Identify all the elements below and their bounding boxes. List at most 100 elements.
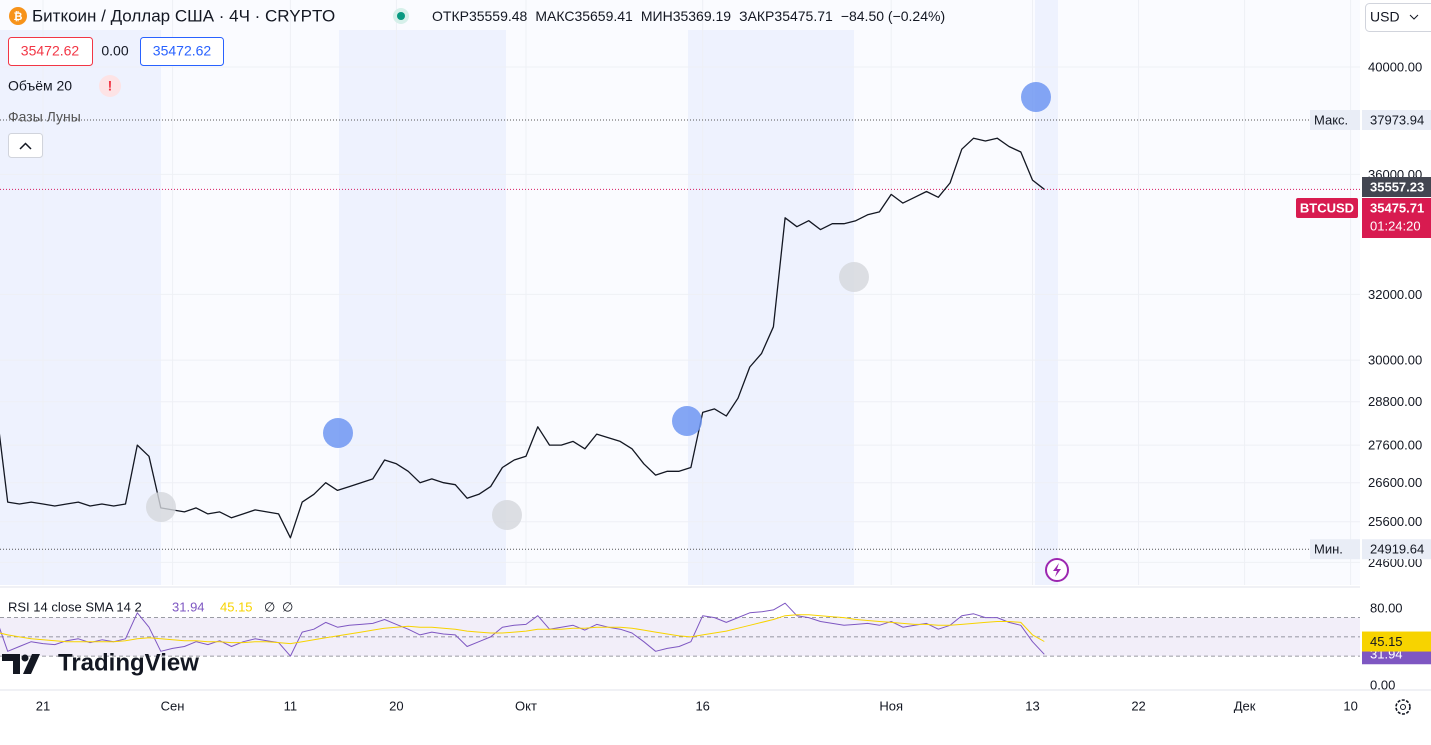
shade xyxy=(0,30,161,585)
ohlc-label: ЗАКР xyxy=(739,8,774,24)
price-layer xyxy=(0,0,1360,585)
x-tick-label: Сен xyxy=(161,698,185,713)
shade xyxy=(339,30,506,585)
extreme-value-bg xyxy=(1362,539,1431,560)
settings[interactable] xyxy=(1395,699,1411,715)
series-line xyxy=(0,614,1045,645)
extreme-label-bg xyxy=(1310,109,1360,130)
symbol-tag: BTCUSD xyxy=(1300,200,1354,215)
price-pane xyxy=(0,0,1360,585)
full-moon xyxy=(146,492,176,522)
rsi-legend-extra: ∅ xyxy=(282,599,293,614)
x-tick-label: Ноя xyxy=(879,698,903,713)
x-tick-label: Дек xyxy=(1234,698,1256,713)
y-tick-label: 32000.00 xyxy=(1368,287,1422,302)
shade xyxy=(688,30,854,585)
moon-cycle-shading xyxy=(0,0,1058,585)
status-dot xyxy=(397,12,405,20)
ohlc-value: 35659.41 xyxy=(574,8,633,24)
rsi-tick-label: 80.00 xyxy=(1370,600,1403,615)
dropdown-arrow xyxy=(1409,14,1419,20)
buy-button[interactable] xyxy=(140,37,224,66)
sell-button[interactable] xyxy=(8,37,93,66)
rsi-pane xyxy=(0,590,1360,690)
rsi-legend-extra: ∅ xyxy=(264,599,275,614)
coin-icon xyxy=(9,7,27,25)
shade xyxy=(1035,0,1058,585)
volume-indicator[interactable]: Объём 20 xyxy=(8,78,72,94)
alert-badge[interactable] xyxy=(99,75,121,97)
extreme-label: Макс. xyxy=(1314,112,1348,127)
rsi-legend-value: 31.94 xyxy=(172,599,205,614)
tag-layer: Макс. 37973.94 Мин. 24919.64 35557.23 BTCUSD 3… xyxy=(1296,109,1431,665)
prev-tag-bg xyxy=(1362,177,1431,198)
symbol-title[interactable]: Биткоин / Доллар США · 4Ч · CRYPTO xyxy=(32,6,335,25)
rsi-layer: RSI 14 close SMA 14 2 31.94 45.15 ∅ ∅ xyxy=(0,599,1360,657)
extreme-label-bg xyxy=(1310,539,1360,560)
x-tick-label: 11 xyxy=(284,698,298,713)
currency[interactable]: USD xyxy=(1370,9,1400,25)
x-tick-label: 21 xyxy=(36,698,50,713)
y-tick-label: 28800.00 xyxy=(1368,394,1422,409)
moon-phases xyxy=(146,82,1051,530)
x-tick-label: Окт xyxy=(515,698,537,713)
extreme-value-bg xyxy=(1362,109,1431,130)
rsi-tag-bg xyxy=(1362,631,1431,652)
new-moon xyxy=(323,418,353,448)
ohlc-value: 35559.48 xyxy=(469,8,528,24)
new-moon xyxy=(1021,82,1051,112)
x-tick-label: 22 xyxy=(1131,698,1145,713)
new-moon xyxy=(672,406,702,436)
logo: TradingView xyxy=(2,649,199,676)
x-tick-label: 20 xyxy=(389,698,403,713)
gear[interactable] xyxy=(1395,699,1411,715)
symbol-tag-bg xyxy=(1296,198,1358,219)
y-tick-label: 26600.00 xyxy=(1368,475,1422,490)
ohlc-value: 35475.71 xyxy=(774,8,833,24)
spread: 0.00 xyxy=(101,43,128,59)
ohlc-label: ОТКР xyxy=(432,8,469,24)
coin-glyph: ₿ xyxy=(14,11,23,23)
y-tick-label: 30000.00 xyxy=(1368,353,1422,368)
change: −84.50 (−0.24%) xyxy=(841,8,945,24)
x-tick-label: 13 xyxy=(1025,698,1039,713)
full-moon xyxy=(492,500,522,530)
bid[interactable]: 35472.62 xyxy=(21,43,80,59)
gear-hub xyxy=(1400,704,1406,710)
extreme-label: Мин. xyxy=(1314,542,1343,557)
countdown: 01:24:20 xyxy=(1370,218,1421,233)
axis-layer: 40000.0036000.0032000.0030000.0028800.00… xyxy=(36,59,1422,713)
collapse-button[interactable] xyxy=(8,133,43,158)
x-tick-label: 16 xyxy=(695,698,709,713)
prev-tag: 35557.23 xyxy=(1370,179,1424,194)
logo-dot xyxy=(21,654,29,662)
y-tick-label: 25600.00 xyxy=(1368,514,1422,529)
rsi-tag: 45.15 xyxy=(1370,634,1403,649)
ohlc: ОТКР35559.48 МАКС35659.41 МИН35369.19 ЗАКР3… xyxy=(432,8,945,24)
last-tag-bg xyxy=(1362,198,1431,239)
ohlc-value: 35369.19 xyxy=(673,8,732,24)
ask[interactable]: 35472.62 xyxy=(153,43,212,59)
chevron xyxy=(19,142,32,150)
moon-indicator[interactable]: Фазы Луны xyxy=(8,109,81,125)
alert-mark: ! xyxy=(108,78,113,94)
extreme-value: 24919.64 xyxy=(1370,542,1424,557)
series-line xyxy=(0,602,1045,657)
extreme-value: 37973.94 xyxy=(1370,112,1424,127)
last-tag: 35475.71 xyxy=(1370,200,1424,215)
full-moon xyxy=(839,262,869,292)
price-axis xyxy=(1360,0,1431,690)
logo-mark xyxy=(2,654,40,674)
alert-icon[interactable] xyxy=(1045,558,1069,582)
logo-text: TradingView xyxy=(58,649,199,676)
ohlc-label: МАКС xyxy=(535,8,574,24)
ohlc-label: МИН xyxy=(641,8,673,24)
y-tick-label: 27600.00 xyxy=(1368,438,1422,453)
bolt xyxy=(1053,563,1061,577)
currency-select[interactable] xyxy=(1365,3,1431,32)
rsi-legend-value: 45.15 xyxy=(220,599,253,614)
rsi-title: RSI 14 close SMA 14 2 xyxy=(8,599,142,614)
y-tick-label: 40000.00 xyxy=(1368,59,1422,74)
rsi-tick-label: 0.00 xyxy=(1370,677,1395,692)
